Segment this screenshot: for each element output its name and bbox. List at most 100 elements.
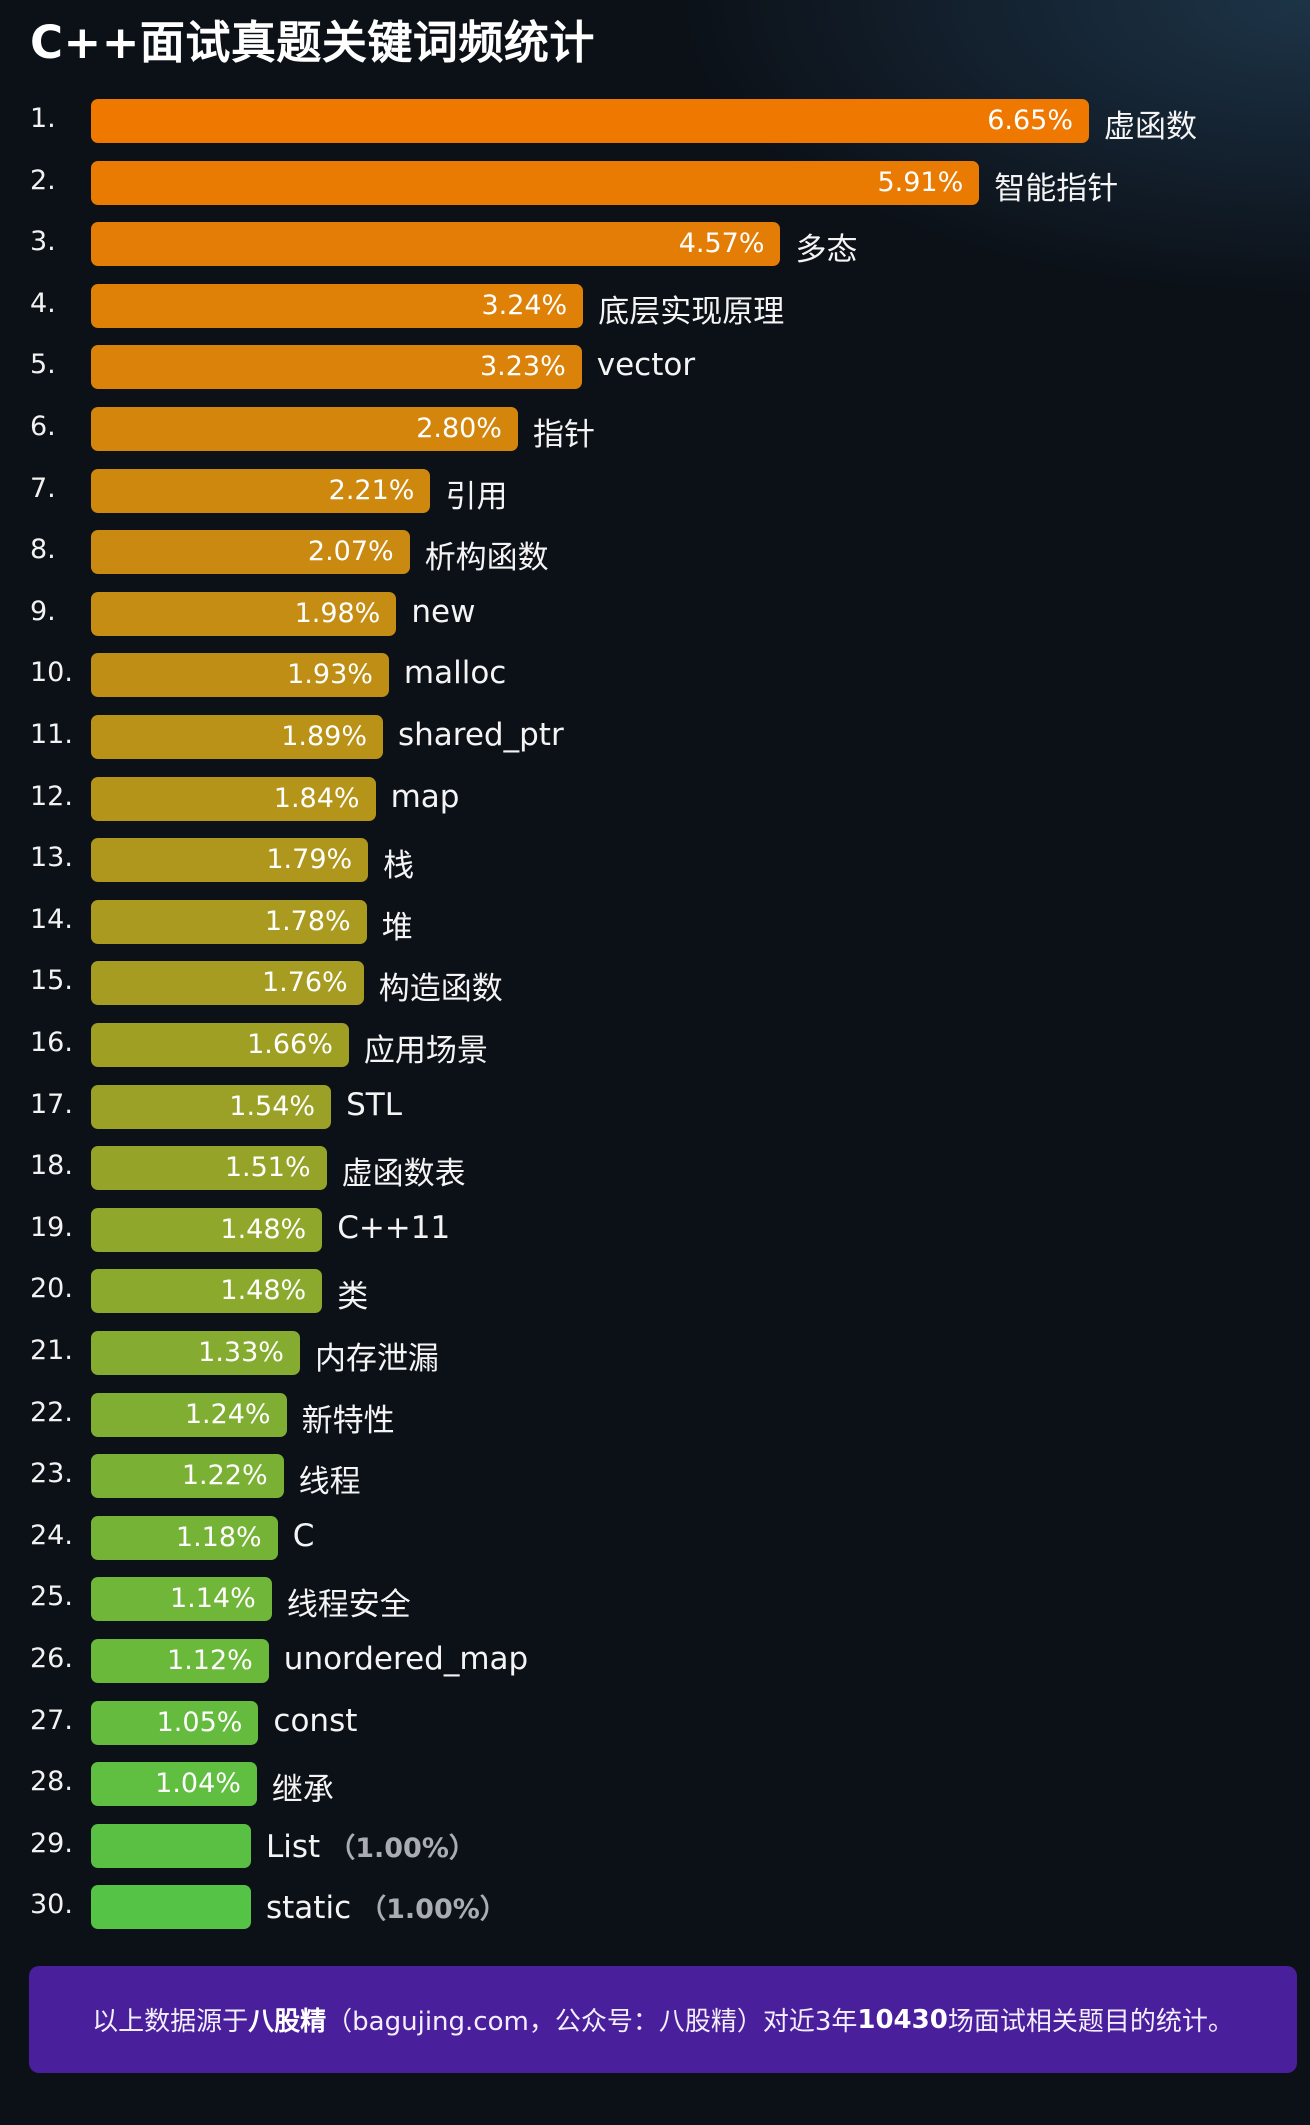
bar: 1.84% — [91, 776, 376, 821]
note-prefix: 以上数据源于 — [92, 2007, 249, 2037]
bar: 1.18% — [91, 1515, 278, 1560]
category-name: C++11 — [337, 1209, 451, 1246]
bar: 1.48% — [91, 1269, 323, 1314]
bar: 3.24% — [91, 283, 584, 328]
category-label: 虚函数表 — [342, 1148, 466, 1193]
bar: 1.48% — [91, 1207, 323, 1252]
bar: 2.80% — [91, 407, 518, 451]
bar-value-label: 1.05% — [156, 1706, 243, 1738]
page-title: C++面试真题关键词频统计 — [30, 16, 595, 69]
category-label: 析构函数 — [425, 532, 549, 577]
rank-label: 12. — [30, 780, 73, 812]
bar-value-label: 1.89% — [281, 721, 367, 752]
category-label: const — [273, 1703, 357, 1739]
rank-label: 17. — [30, 1088, 73, 1120]
bar-value-label: 4.57% — [678, 228, 765, 260]
bar: 1.22% — [91, 1454, 284, 1499]
category-label: 智能指针 — [994, 163, 1118, 208]
rank-label: 30. — [30, 1889, 73, 1921]
category-name: const — [273, 1702, 358, 1739]
bar-value-label: 1.54% — [229, 1090, 316, 1122]
bar-value-label: 1.22% — [181, 1460, 268, 1492]
note-suffix: 场面试相关题目的统计。 — [947, 2007, 1234, 2037]
note-count: 10430 — [857, 2004, 948, 2035]
category-name: 堆 — [381, 909, 413, 946]
rank-label: 9. — [30, 595, 56, 627]
category-label: 多态 — [795, 224, 857, 269]
bar-value-label: 1.33% — [198, 1337, 284, 1368]
bar-value-label: 1.48% — [220, 1275, 307, 1307]
rank-label: 26. — [30, 1643, 73, 1674]
rank-label: 28. — [30, 1766, 73, 1798]
bar-value-label: （1.00%） — [359, 1894, 507, 1926]
category-label: map — [391, 779, 460, 815]
category-label: 堆 — [382, 902, 413, 947]
bar-value-label: 1.98% — [294, 597, 381, 629]
bar: 3.23% — [91, 345, 582, 390]
bar-value-label: 1.04% — [155, 1768, 241, 1800]
category-name: new — [411, 593, 476, 630]
rank-label: 6. — [30, 411, 56, 442]
rank-label: 4. — [30, 287, 56, 319]
bar: 1.51% — [91, 1146, 327, 1191]
rank-label: 29. — [30, 1827, 73, 1859]
rank-label: 13. — [30, 842, 73, 874]
bar-value-label: 1.14% — [169, 1583, 256, 1615]
category-name: 底层实现原理 — [598, 293, 785, 330]
rank-label: 11. — [30, 719, 73, 750]
category-name: 线程 — [298, 1464, 361, 1501]
category-name: unordered_map — [283, 1641, 529, 1677]
category-label: 引用 — [445, 471, 507, 516]
bar-value-label: 1.79% — [266, 844, 353, 876]
rank-label: 21. — [30, 1335, 73, 1366]
bar-value-label: 1.84% — [273, 782, 360, 814]
category-name: map — [390, 778, 460, 815]
data-source-note: 以上数据源于 八股精 （bagujing.com，公众号：八股精）对近3年 10430… — [29, 1966, 1297, 2073]
category-label: 应用场景 — [364, 1025, 488, 1070]
category-name: 继承 — [271, 1772, 334, 1809]
category-name: 构造函数 — [378, 971, 503, 1008]
bar-value-label: 1.51% — [224, 1152, 311, 1184]
category-label: 继承 — [272, 1764, 334, 1809]
bar-value-label: 1.93% — [287, 659, 373, 691]
bar: 1.04% — [91, 1762, 257, 1807]
rank-label: 7. — [30, 472, 56, 504]
rank-label: 5. — [30, 349, 56, 381]
category-label: vector — [597, 347, 695, 383]
rank-label: 27. — [30, 1704, 73, 1736]
category-name: malloc — [403, 655, 507, 692]
bar: 1.66% — [91, 1023, 349, 1067]
bar-value-label: 3.23% — [479, 351, 566, 383]
bar: 2.07% — [91, 530, 410, 575]
category-name: static — [266, 1890, 352, 1927]
rank-label: 18. — [30, 1150, 73, 1182]
bar: 1.33% — [91, 1331, 300, 1375]
rank-label: 16. — [30, 1027, 73, 1058]
bar-value-label: 1.12% — [167, 1645, 253, 1676]
rank-label: 10. — [30, 657, 73, 689]
bar: 1.05% — [91, 1700, 259, 1745]
rank-label: 23. — [30, 1458, 73, 1490]
category-name: 多态 — [795, 232, 858, 269]
bar: 5.91% — [91, 160, 980, 205]
bar-value-label: 3.24% — [481, 289, 568, 321]
category-name: 指针 — [532, 417, 595, 453]
category-name: 引用 — [445, 478, 508, 515]
rank-label: 22. — [30, 1396, 73, 1428]
category-label: C++11 — [337, 1210, 450, 1246]
rank-label: 25. — [30, 1581, 73, 1613]
bar-value-label: 1.76% — [261, 967, 348, 999]
rank-label: 19. — [30, 1211, 73, 1243]
category-name: shared_ptr — [398, 717, 564, 753]
category-name: 虚函数表 — [341, 1156, 466, 1193]
bar — [91, 1823, 251, 1868]
bar-value-label: 6.65% — [987, 105, 1073, 136]
bar-value-label: 2.21% — [328, 474, 415, 506]
category-name: 新特性 — [301, 1402, 395, 1439]
rank-label: 2. — [30, 164, 56, 196]
category-label: STL — [346, 1087, 402, 1123]
category-name: 应用场景 — [363, 1033, 488, 1069]
category-label: 类 — [337, 1271, 368, 1316]
rank-label: 15. — [30, 965, 73, 997]
note-brand: 八股精 — [248, 2007, 327, 2037]
